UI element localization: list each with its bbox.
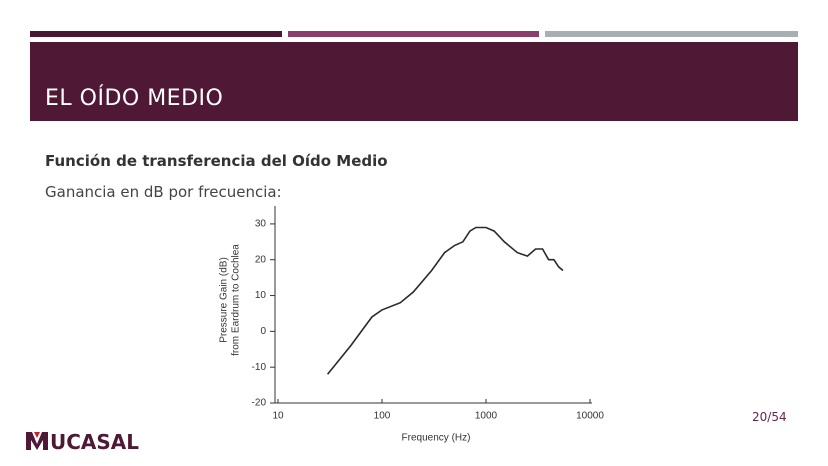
x-tick-label: 10000: [576, 411, 604, 422]
top-bar: [545, 31, 798, 37]
y-tick-label: 20: [255, 254, 267, 265]
top-bar: [30, 31, 282, 37]
y-axis-label: from Eardrum to Cochlea: [231, 244, 242, 356]
data-line: [326, 226, 564, 375]
x-tick-label: 1000: [475, 411, 498, 422]
logo-icon: [26, 432, 48, 450]
x-tick-label: 100: [374, 411, 391, 422]
subtitle: Función de transferencia del Oído Medio: [45, 152, 388, 170]
page-number: 20/54: [752, 410, 787, 424]
y-tick-label: 0: [260, 326, 266, 337]
y-tick-label: -10: [252, 362, 267, 373]
y-tick-label: -20: [252, 398, 267, 409]
slide-title: EL OÍDO MEDIO: [45, 86, 224, 111]
body-text: Ganancia en dB por frecuencia:: [45, 183, 282, 201]
title-band: [30, 42, 798, 121]
logo-text: UCASAL: [50, 430, 140, 454]
y-axis-label: Pressure Gain (dB): [219, 257, 230, 343]
x-axis-label: Frequency (Hz): [402, 433, 471, 444]
top-bar: [288, 31, 539, 37]
y-tick-label: 10: [255, 290, 267, 301]
x-tick-label: 10: [272, 411, 284, 422]
y-tick-label: 30: [255, 219, 267, 230]
